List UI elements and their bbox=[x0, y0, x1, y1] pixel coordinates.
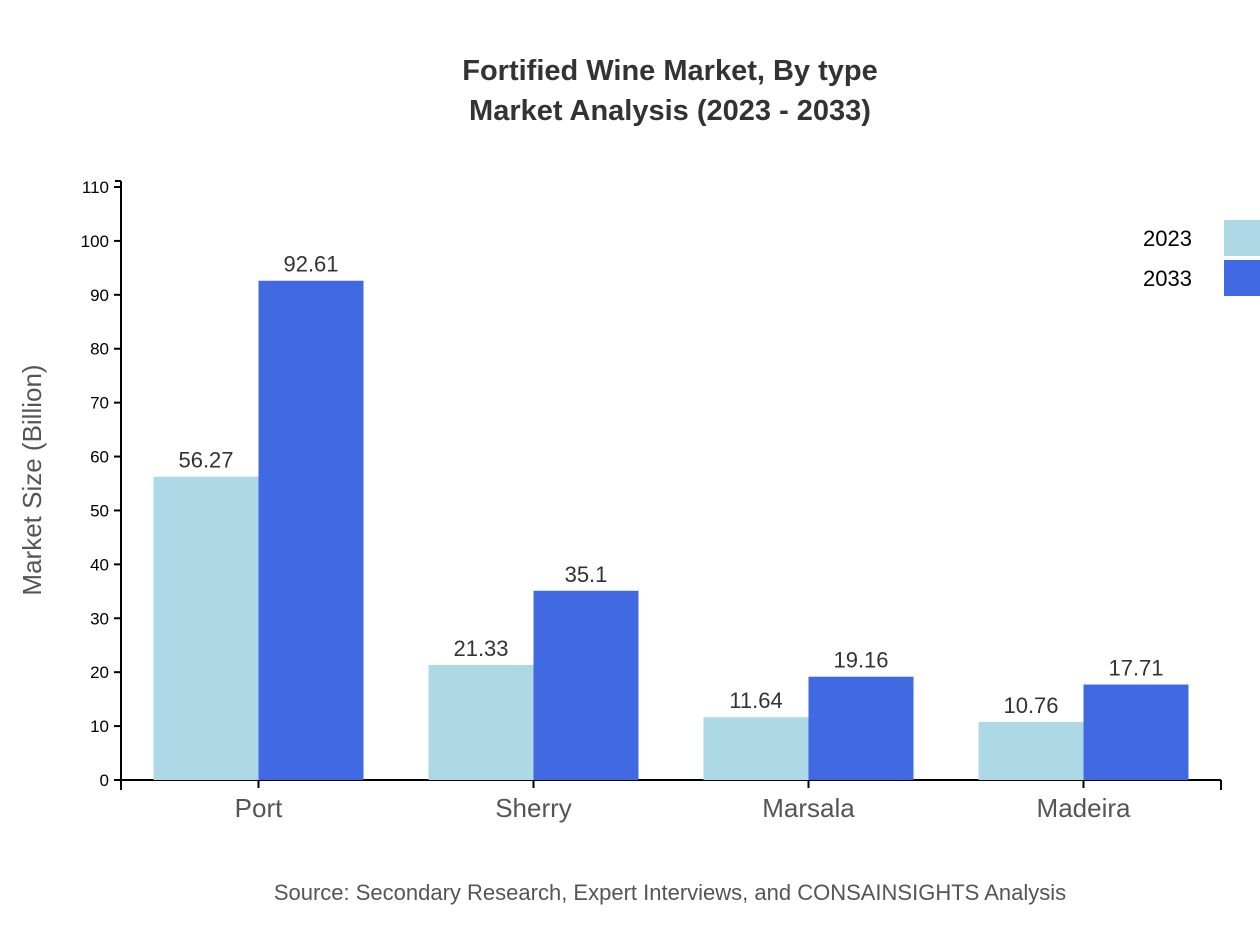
chart-title: Fortified Wine Market, By type bbox=[462, 55, 877, 87]
legend-swatch-2033 bbox=[1224, 260, 1260, 296]
bar-2023-marsala bbox=[703, 717, 809, 780]
bar-2033-marsala bbox=[808, 676, 914, 780]
data-label: 17.71 bbox=[1108, 656, 1163, 681]
y-tick-label: 0 bbox=[100, 771, 109, 790]
data-label: 92.61 bbox=[283, 252, 338, 277]
data-label: 56.27 bbox=[178, 448, 233, 473]
y-tick-label: 10 bbox=[90, 717, 109, 736]
data-label: 35.1 bbox=[565, 562, 608, 587]
y-tick-label: 110 bbox=[82, 178, 109, 197]
y-tick-label: 60 bbox=[90, 448, 109, 467]
data-label: 10.76 bbox=[1003, 693, 1058, 718]
data-label: 19.16 bbox=[833, 648, 888, 673]
source-note: Source: Secondary Research, Expert Inter… bbox=[274, 880, 1066, 905]
bar-2023-madeira bbox=[978, 721, 1084, 780]
chart-subtitle: Market Analysis (2023 - 2033) bbox=[469, 95, 871, 127]
y-tick-label: 50 bbox=[90, 501, 109, 520]
y-tick-label: 30 bbox=[90, 609, 109, 628]
x-tick-label: Port bbox=[235, 793, 283, 823]
y-tick-label: 90 bbox=[90, 286, 109, 305]
bar-2033-madeira bbox=[1083, 684, 1189, 780]
y-tick-label: 40 bbox=[90, 555, 109, 574]
bar-2033-sherry bbox=[533, 590, 639, 780]
bar-2023-sherry bbox=[428, 665, 534, 780]
legend-swatch-2023 bbox=[1224, 220, 1260, 256]
y-tick-label: 100 bbox=[81, 232, 109, 251]
bar-2033-port bbox=[258, 280, 364, 780]
x-tick-label: Sherry bbox=[495, 793, 572, 823]
x-tick-label: Madeira bbox=[1037, 793, 1131, 823]
x-tick-label: Marsala bbox=[762, 793, 855, 823]
data-label: 21.33 bbox=[453, 636, 508, 661]
bar-2023-port bbox=[153, 476, 259, 780]
y-tick-label: 70 bbox=[90, 394, 109, 413]
y-tick-label: 80 bbox=[90, 340, 109, 359]
legend-label: 2033 bbox=[1143, 266, 1192, 291]
y-tick-label: 20 bbox=[90, 663, 109, 682]
legend-label: 2023 bbox=[1143, 226, 1192, 251]
data-label: 11.64 bbox=[729, 688, 782, 713]
y-axis-label: Market Size (Billion) bbox=[17, 364, 47, 595]
